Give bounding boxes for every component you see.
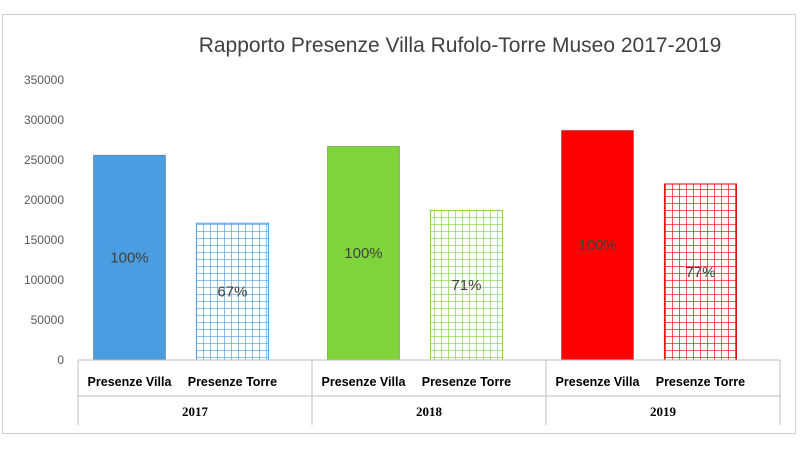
y-tick-label: 350000	[24, 73, 64, 87]
x-category-label: Presenze Torre	[188, 375, 277, 389]
bar-data-label: 100%	[578, 237, 616, 254]
x-category-label: Presenze Torre	[422, 375, 511, 389]
x-category-label: Presenze Villa	[88, 375, 173, 389]
x-group-label: 2018	[416, 404, 443, 419]
x-group-label: 2017	[182, 404, 209, 419]
bar-data-label: 100%	[344, 245, 382, 262]
chart-title: Rapporto Presenze Villa Rufolo-Torre Mus…	[198, 34, 722, 57]
x-category-label: Presenze Villa	[556, 375, 641, 389]
bar-2017-torre	[195, 222, 269, 361]
bar-2018-villa	[326, 145, 400, 361]
y-tick-label: 250000	[24, 153, 64, 167]
bar-data-label: 67%	[217, 284, 247, 301]
bar-data-label: 100%	[110, 250, 148, 267]
y-tick-label: 150000	[24, 233, 64, 247]
x-category-label: Presenze Villa	[322, 375, 407, 389]
bar-data-label: 71%	[451, 277, 481, 294]
y-tick-label: 200000	[24, 193, 64, 207]
bar-data-label: 77%	[685, 264, 715, 281]
bar-2019-villa	[560, 129, 634, 361]
bar-2018-torre	[429, 209, 503, 361]
y-tick-label: 0	[57, 353, 64, 367]
x-group-label: 2019	[650, 404, 677, 419]
x-category-label: Presenze Torre	[656, 375, 745, 389]
bar-2019-torre	[663, 183, 737, 361]
y-tick-label: 50000	[31, 313, 65, 327]
y-tick-label: 100000	[24, 273, 64, 287]
y-tick-label: 300000	[24, 113, 64, 127]
